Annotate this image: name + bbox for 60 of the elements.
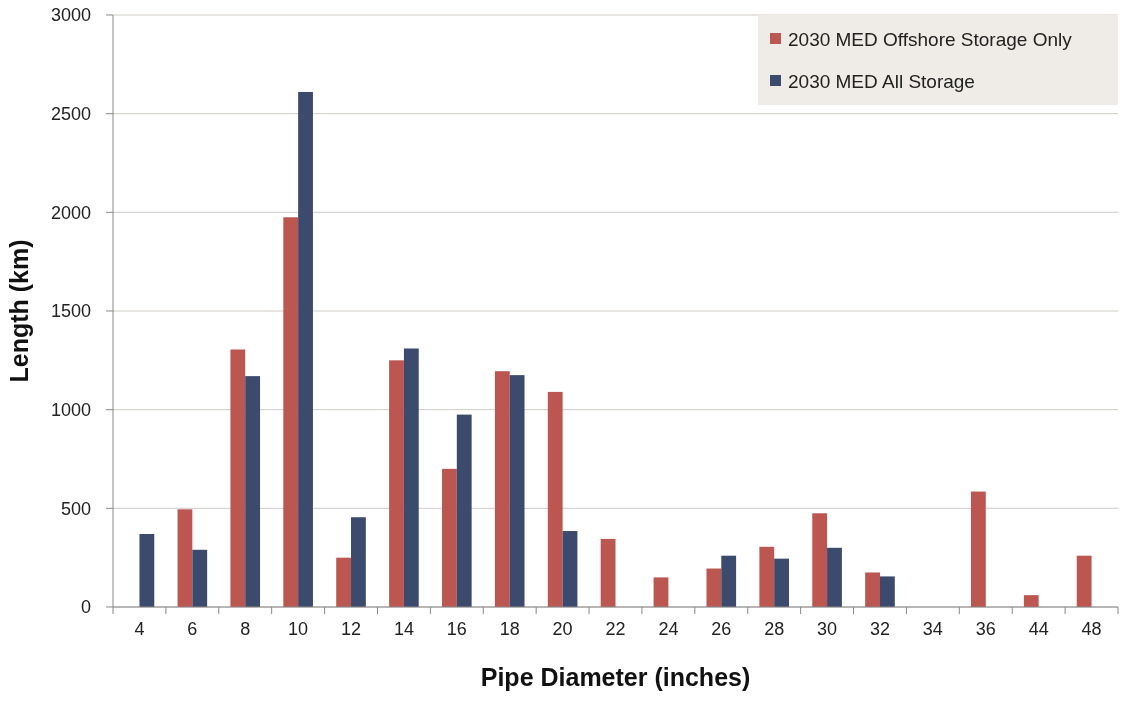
bar bbox=[192, 549, 208, 607]
x-tick-label: 30 bbox=[817, 619, 838, 639]
bar bbox=[706, 568, 722, 607]
bar bbox=[547, 391, 563, 607]
x-tick-label: 14 bbox=[393, 619, 414, 639]
bar bbox=[970, 491, 986, 607]
bar bbox=[389, 360, 404, 607]
x-tick-label: 16 bbox=[446, 619, 467, 639]
x-tick-label: 20 bbox=[552, 619, 573, 639]
x-tick-label: 28 bbox=[764, 619, 785, 639]
x-tick-label: 22 bbox=[605, 619, 626, 639]
bar bbox=[139, 533, 155, 607]
bar bbox=[283, 217, 299, 607]
bar bbox=[494, 371, 510, 607]
y-tick-label: 3000 bbox=[50, 5, 91, 26]
bar bbox=[230, 349, 246, 607]
x-tick-label: 34 bbox=[922, 619, 943, 639]
x-tick-label: 44 bbox=[1028, 619, 1049, 639]
y-tick-label: 2000 bbox=[50, 202, 91, 223]
x-tick-label: 8 bbox=[240, 619, 251, 639]
bar bbox=[812, 513, 828, 607]
bar bbox=[336, 557, 352, 607]
x-tick-label: 12 bbox=[341, 619, 362, 639]
y-tick-label: 0 bbox=[80, 597, 91, 618]
x-tick-label: 18 bbox=[499, 619, 520, 639]
bar bbox=[759, 546, 775, 607]
bar bbox=[245, 376, 261, 607]
bar bbox=[351, 517, 366, 607]
bar bbox=[774, 558, 789, 607]
x-tick-label: 24 bbox=[658, 619, 679, 639]
bar bbox=[1023, 595, 1039, 607]
x-tick-label: 36 bbox=[975, 619, 996, 639]
y-axis-title: Length (km) bbox=[5, 239, 33, 383]
x-tick-label: 48 bbox=[1081, 619, 1102, 639]
bar bbox=[456, 414, 472, 607]
x-tick-label: 10 bbox=[288, 619, 309, 639]
y-tick-label: 500 bbox=[60, 498, 91, 519]
x-tick-label: 32 bbox=[869, 619, 890, 639]
x-tick-label: 4 bbox=[134, 619, 145, 639]
bar bbox=[827, 547, 842, 607]
legend-label: 2030 MED Offshore Storage Only bbox=[788, 28, 1073, 50]
bar bbox=[177, 509, 193, 607]
bar bbox=[298, 91, 313, 607]
legend-label: 2030 MED All Storage bbox=[788, 70, 975, 92]
bar bbox=[653, 577, 669, 607]
bar bbox=[1076, 555, 1092, 607]
bar bbox=[403, 348, 419, 607]
bar bbox=[509, 375, 525, 607]
bar bbox=[600, 538, 616, 607]
bar bbox=[865, 572, 880, 607]
bar bbox=[562, 531, 578, 607]
x-tick-label: 26 bbox=[711, 619, 732, 639]
y-tick-label: 1000 bbox=[50, 399, 91, 420]
y-tick-label: 1500 bbox=[50, 301, 91, 322]
bar bbox=[879, 576, 895, 607]
y-tick-label: 2500 bbox=[50, 103, 91, 124]
bar bbox=[721, 555, 737, 607]
x-axis-title: Pipe Diameter (inches) bbox=[480, 663, 751, 691]
bar bbox=[442, 468, 457, 607]
x-tick-label: 6 bbox=[187, 619, 198, 639]
